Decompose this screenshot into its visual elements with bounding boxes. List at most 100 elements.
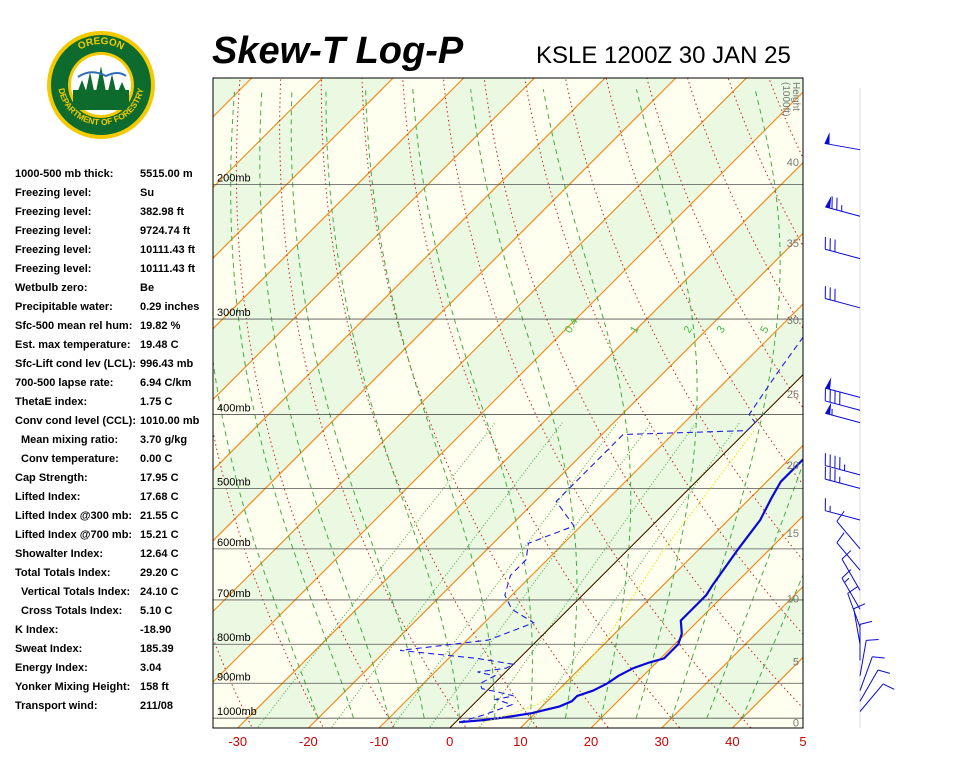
- wind-barb: [859, 638, 879, 676]
- dry-adiabat: [442, 78, 752, 728]
- height-tick-label: 25: [787, 389, 799, 401]
- height-axis-label: (1000ft): [780, 82, 791, 116]
- wind-barb: [824, 132, 861, 151]
- stat-label: Sfc-Lift cond lev (LCL):: [15, 358, 136, 370]
- stat-row: Lifted Index @700 mb: 15.21 C: [15, 529, 210, 548]
- pressure-level-label: 400mb: [217, 402, 251, 414]
- pressure-level-label: 1000mb: [217, 706, 257, 718]
- wind-barb-staff: [825, 465, 861, 476]
- stat-value: 158 ft: [140, 681, 169, 693]
- moist-adiabat: [325, 89, 460, 719]
- stat-label: 700-500 lapse rate:: [15, 377, 114, 389]
- moist-adiabat: [259, 89, 390, 719]
- moist-adiabat: [706, 462, 803, 719]
- stat-label: Yonker Mixing Height:: [15, 681, 131, 693]
- stat-value: 29.20 C: [140, 567, 179, 579]
- stat-row: Cross Totals Index: 5.10 C: [15, 605, 210, 624]
- height-tick-label: 0: [793, 718, 799, 730]
- height-tick-label: 40: [787, 157, 799, 169]
- wind-barb-pennant: [824, 132, 830, 145]
- stat-row: Conv cond level (CCL): 1010.00 mb: [15, 415, 210, 434]
- isotherm-line: [590, 515, 803, 728]
- stat-row: Lifted Index @300 mb: 21.55 C: [15, 510, 210, 529]
- wind-barb: [841, 550, 861, 591]
- stat-value: 0.00 C: [140, 453, 173, 465]
- dry-adiabat: [805, 66, 960, 734]
- isotherm-band: [213, 78, 803, 683]
- stat-value: 5.10 C: [140, 605, 173, 617]
- stat-label: Showalter Index:: [15, 548, 104, 560]
- stat-value: 3.70 g/kg: [140, 434, 188, 446]
- wind-barb: [841, 569, 861, 610]
- stat-value: 6.94 C/km: [140, 377, 192, 389]
- isotherm-line: [661, 585, 803, 728]
- moist-adiabat: [542, 89, 632, 719]
- stat-row: Total Totals Index: 29.20 C: [15, 567, 210, 586]
- isotherm-line: [213, 78, 465, 330]
- wind-barb-staff: [859, 683, 884, 712]
- stat-value: 19.48 C: [140, 339, 179, 351]
- dry-adiabat: [320, 78, 539, 728]
- wind-barb-pennant: [825, 196, 832, 209]
- height-tick-label: 15: [787, 528, 799, 540]
- stat-row: Sfc-Lift cond lev (LCL): 996.43 mb: [15, 358, 210, 377]
- stat-value: 9724.74 ft: [140, 225, 191, 237]
- stat-label: Lifted Index @300 mb:: [15, 510, 133, 522]
- moist-adiabat: [470, 89, 578, 719]
- stat-label: Lifted Index @700 mb:: [15, 529, 133, 541]
- dry-adiabat: [96, 66, 184, 734]
- stat-label: Freezing level:: [15, 225, 92, 237]
- isotherm-line: [0, 78, 110, 728]
- dry-adiabat: [926, 66, 960, 734]
- wind-barb-flag: [859, 620, 873, 625]
- height-tick-label: 35: [787, 238, 799, 250]
- wind-barb: [825, 402, 861, 424]
- wind-barb-flag: [841, 569, 852, 579]
- dry-adiabat: [279, 78, 467, 728]
- moist-adiabat: [412, 89, 533, 719]
- isotherm-line: [0, 78, 181, 728]
- dry-adiabat: [235, 78, 396, 728]
- chart-title: Skew-T Log-P: [212, 30, 464, 72]
- stat-row: Mean mixing ratio: 3.70 g/kg: [15, 434, 210, 453]
- stat-row: Yonker Mixing Height: 158 ft: [15, 681, 210, 700]
- stat-value: 12.64 C: [140, 548, 179, 560]
- isotherm-band: [0, 78, 110, 728]
- temperature-tick-label: 40: [725, 734, 739, 749]
- stat-value: Su: [140, 187, 155, 199]
- moist-adiabat: [741, 573, 803, 719]
- stat-value: 382.98 ft: [140, 206, 185, 218]
- stat-row: ThetaE index: 1.75 C: [15, 396, 210, 415]
- station-time-label: KSLE 1200Z 30 JAN 25: [536, 42, 791, 69]
- stat-value: 0.29 inches: [140, 301, 200, 313]
- mixing-ratio-label: 2: [682, 324, 695, 335]
- pressure-level-label: 600mb: [217, 537, 251, 549]
- stat-label: Conv cond level (CCL):: [15, 415, 137, 427]
- stat-row: Energy Index: 3.04: [15, 662, 210, 681]
- stat-label: Freezing level:: [15, 187, 92, 199]
- wind-barb-pennant: [825, 402, 832, 415]
- stat-row: 700-500 lapse rate: 6.94 C/km: [15, 377, 210, 396]
- wind-barb-staff: [824, 142, 861, 151]
- stat-label: Wetbulb zero:: [15, 282, 88, 294]
- height-tick-label: 5: [793, 657, 799, 669]
- pressure-level-label: 900mb: [217, 671, 251, 683]
- stat-label: Energy Index:: [15, 662, 88, 674]
- temperature-profile-line: [459, 457, 803, 724]
- temperature-tick-label: 30: [654, 734, 668, 749]
- temperature-tick-label: -10: [370, 734, 389, 749]
- stat-value: 996.43 mb: [140, 358, 194, 370]
- wind-barb-staff: [836, 520, 861, 550]
- pressure-level-label: 200mb: [217, 173, 251, 185]
- mixing-ratio-line: [526, 422, 741, 728]
- stat-value: 17.68 C: [140, 491, 179, 503]
- stat-label: Freezing level:: [15, 206, 92, 218]
- stat-value: Be: [140, 282, 155, 294]
- wind-barb-staff: [841, 577, 861, 610]
- stat-row: Lifted Index: 17.68 C: [15, 491, 210, 510]
- stat-row: K Index: -18.90: [15, 624, 210, 643]
- odf-logo: OREGON DEPARTMENT OF FORESTRY: [46, 30, 156, 140]
- stat-value: 19.82 %: [140, 320, 181, 332]
- stat-row: Freezing level: 9724.74 ft: [15, 225, 210, 244]
- stat-value: 3.04: [140, 662, 162, 674]
